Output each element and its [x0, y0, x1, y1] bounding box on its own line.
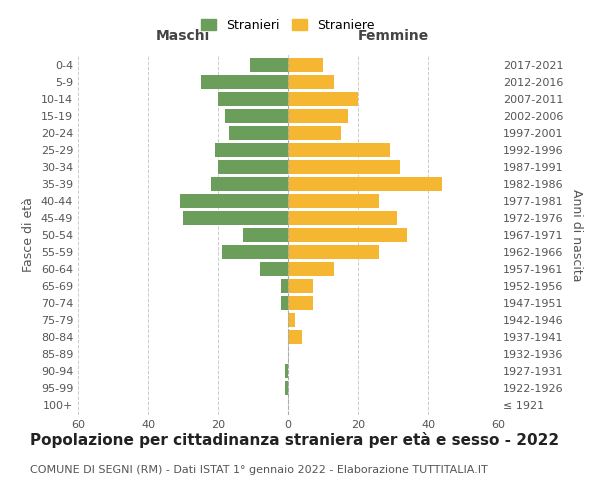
Bar	[211, 178, 288, 191]
Text: COMUNE DI SEGNI (RM) - Dati ISTAT 1° gennaio 2022 - Elaborazione TUTTITALIA.IT: COMUNE DI SEGNI (RM) - Dati ISTAT 1° gen…	[30, 465, 488, 475]
Bar	[218, 160, 288, 174]
Bar	[215, 144, 288, 157]
Bar	[288, 313, 295, 326]
Bar	[183, 211, 288, 225]
Bar	[288, 92, 358, 106]
Bar	[284, 381, 288, 394]
Bar	[281, 296, 288, 310]
Y-axis label: Fasce di età: Fasce di età	[22, 198, 35, 272]
Text: Maschi: Maschi	[156, 29, 210, 43]
Bar	[288, 279, 313, 292]
Bar	[288, 194, 379, 208]
Bar	[250, 58, 288, 72]
Y-axis label: Anni di nascita: Anni di nascita	[570, 188, 583, 281]
Bar	[288, 228, 407, 242]
Bar	[221, 245, 288, 259]
Bar	[288, 76, 334, 89]
Bar	[288, 178, 442, 191]
Bar	[218, 92, 288, 106]
Text: Femmine: Femmine	[358, 29, 428, 43]
Bar	[288, 262, 334, 276]
Bar	[179, 194, 288, 208]
Legend: Stranieri, Straniere: Stranieri, Straniere	[196, 14, 380, 37]
Bar	[260, 262, 288, 276]
Bar	[288, 245, 379, 259]
Bar	[288, 330, 302, 344]
Bar	[288, 160, 400, 174]
Bar	[225, 110, 288, 123]
Bar	[288, 144, 389, 157]
Bar	[288, 211, 397, 225]
Bar	[288, 110, 347, 123]
Bar	[288, 58, 323, 72]
Text: Popolazione per cittadinanza straniera per età e sesso - 2022: Popolazione per cittadinanza straniera p…	[30, 432, 559, 448]
Bar	[288, 296, 313, 310]
Bar	[229, 126, 288, 140]
Bar	[284, 364, 288, 378]
Bar	[242, 228, 288, 242]
Bar	[281, 279, 288, 292]
Bar	[200, 76, 288, 89]
Bar	[288, 126, 341, 140]
